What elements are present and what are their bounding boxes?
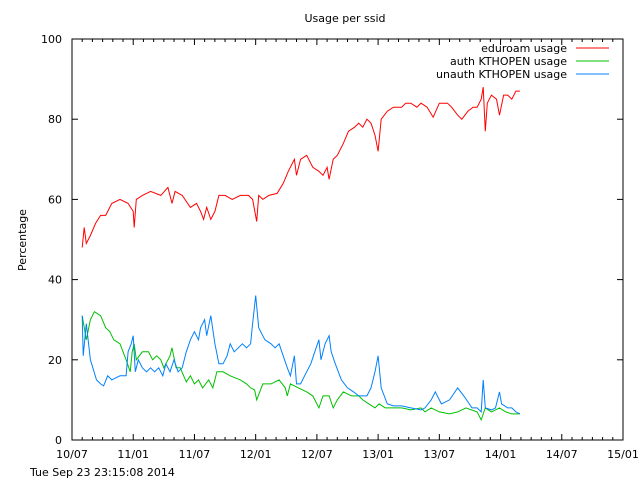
y-tick-label: 80 [48, 113, 62, 126]
timestamp: Tue Sep 23 23:15:08 2014 [29, 466, 175, 479]
series-line-auth-kthopen-usage [81, 310, 520, 422]
series-line-eduroam-usage [81, 87, 520, 248]
y-tick-label: 0 [55, 434, 62, 447]
legend-label: eduroam usage [481, 42, 567, 55]
y-tick-label: 40 [48, 274, 62, 287]
x-tick-label: 10/07 [56, 448, 88, 461]
x-tick-label: 12/01 [240, 448, 272, 461]
y-tick-label: 60 [48, 193, 62, 206]
x-tick-label: 11/01 [117, 448, 149, 461]
y-axis-label: Percentage [16, 209, 29, 271]
x-tick-label: 14/01 [485, 448, 517, 461]
x-tick-label: 13/01 [362, 448, 394, 461]
chart-title: Usage per ssid [304, 12, 385, 25]
legend-label: auth KTHOPEN usage [450, 55, 567, 68]
x-tick-label: 11/07 [179, 448, 211, 461]
series-line-unauth-kthopen-usage [81, 295, 521, 415]
y-tick-label: 100 [41, 33, 62, 46]
plot-border [71, 38, 624, 441]
x-tick-label: 13/07 [423, 448, 455, 461]
x-tick-label: 15/01 [607, 448, 639, 461]
x-tick-label: 12/07 [301, 448, 333, 461]
legend-label: unauth KTHOPEN usage [436, 68, 567, 81]
x-tick-label: 14/07 [546, 448, 578, 461]
y-tick-label: 20 [48, 354, 62, 367]
